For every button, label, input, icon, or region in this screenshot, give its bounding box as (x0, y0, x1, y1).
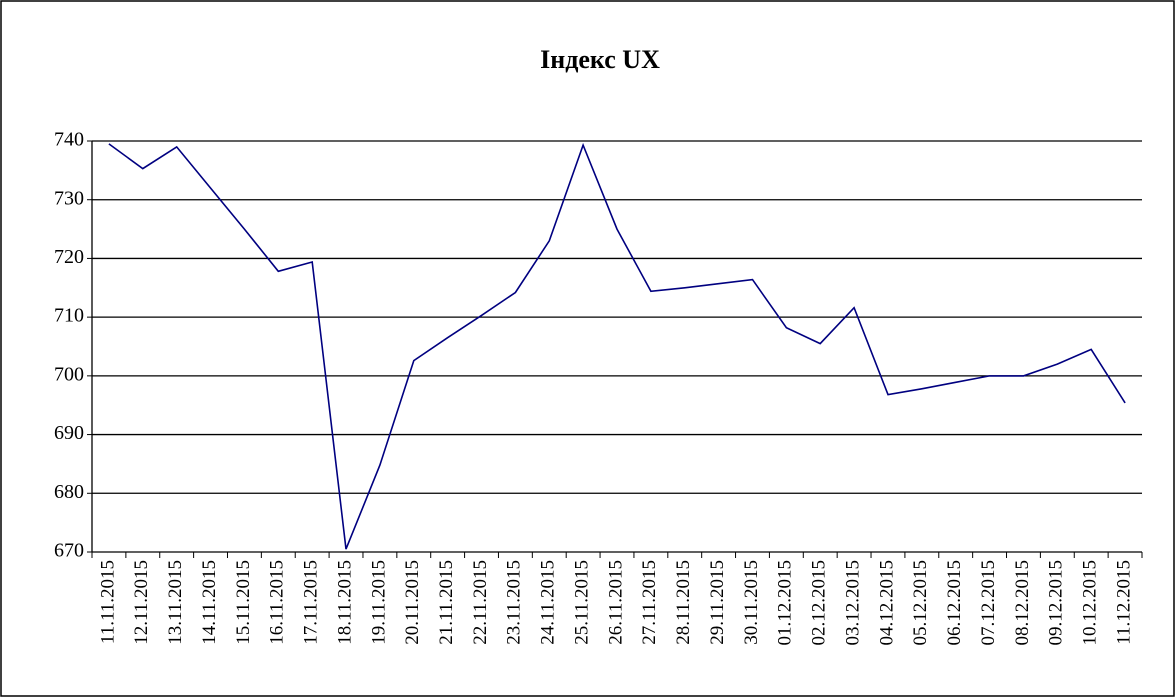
x-tick-label: 04.12.2015 (876, 560, 897, 646)
x-tick-label: 02.12.2015 (809, 560, 830, 646)
x-tick-label: 22.11.2015 (470, 560, 491, 645)
x-tick-label: 15.11.2015 (233, 560, 254, 645)
x-tick-label: 21.11.2015 (436, 560, 457, 645)
x-tick-label: 19.11.2015 (368, 560, 389, 645)
y-tick-label: 670 (54, 540, 84, 562)
x-tick-label: 09.12.2015 (1046, 560, 1067, 646)
x-tick-label: 29.11.2015 (707, 560, 728, 645)
x-tick-label: 11.12.2015 (1113, 560, 1134, 645)
x-tick-label: 25.11.2015 (571, 560, 592, 645)
x-tick-label: 03.12.2015 (842, 560, 863, 646)
x-tick-label: 05.12.2015 (910, 560, 931, 646)
x-tick-label: 18.11.2015 (334, 560, 355, 645)
y-tick-label: 690 (54, 422, 84, 444)
x-tick-label: 06.12.2015 (944, 560, 965, 646)
y-tick-label: 700 (54, 363, 84, 385)
x-tick-label: 14.11.2015 (199, 560, 220, 645)
y-tick-label: 710 (54, 305, 84, 327)
x-tick-label: 23.11.2015 (504, 560, 525, 645)
y-tick-label: 720 (54, 246, 84, 268)
x-tick-label: 10.12.2015 (1080, 560, 1101, 646)
x-tick-label: 13.11.2015 (165, 560, 186, 645)
x-tick-label: 08.12.2015 (1012, 560, 1033, 646)
x-tick-label: 20.11.2015 (402, 560, 423, 645)
x-tick-label: 17.11.2015 (301, 560, 322, 645)
x-tick-label: 28.11.2015 (673, 560, 694, 645)
x-tick-label: 16.11.2015 (267, 560, 288, 645)
y-tick-label: 740 (54, 129, 84, 151)
x-tick-label: 30.11.2015 (741, 560, 762, 645)
x-tick-label: 11.11.2015 (97, 560, 118, 644)
y-tick-label: 680 (54, 481, 84, 503)
x-tick-label: 27.11.2015 (639, 560, 660, 645)
y-tick-label: 730 (54, 187, 84, 209)
data-line (108, 142, 1126, 550)
x-tick-label: 07.12.2015 (978, 560, 999, 646)
x-tick-label: 01.12.2015 (775, 560, 796, 646)
chart-title: Індекс UX (540, 45, 660, 74)
x-tick-label: 12.11.2015 (131, 560, 152, 645)
x-tick-label: 24.11.2015 (538, 560, 559, 645)
x-tick-label: 26.11.2015 (605, 560, 626, 645)
